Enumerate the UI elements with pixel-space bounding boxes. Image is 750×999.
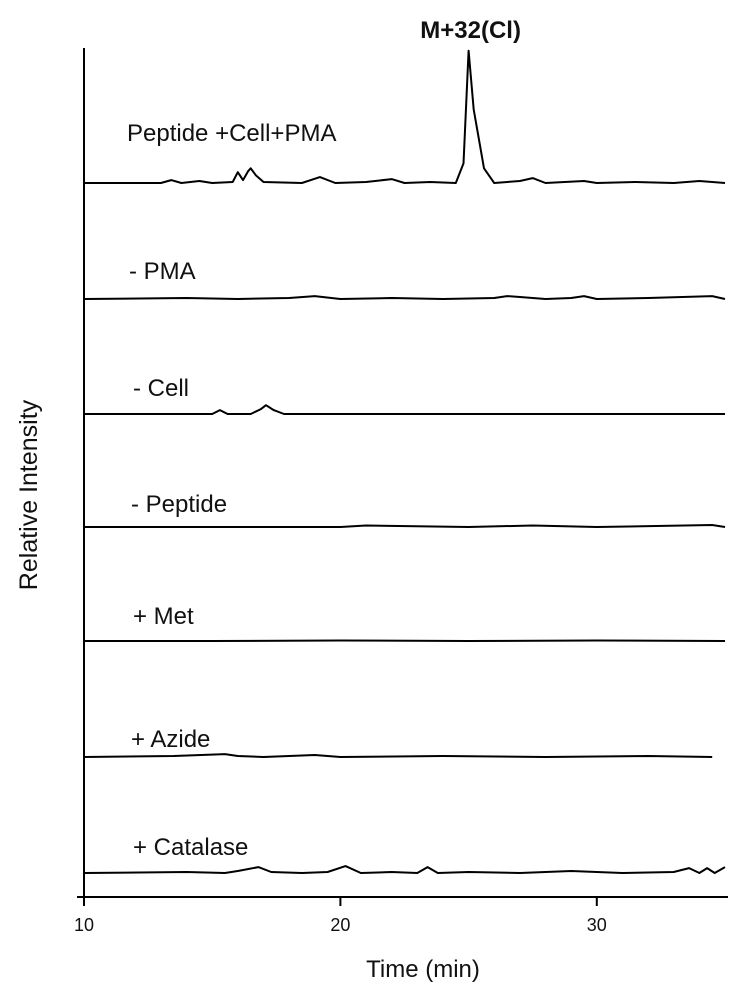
trace-label: - Cell <box>133 375 189 402</box>
trace-line <box>84 524 726 528</box>
peak-annotation: M+32(Cl) <box>420 17 521 44</box>
x-axis-ticks: 10 20 30 <box>74 897 607 935</box>
trace-line <box>84 49 726 184</box>
trace-label: + Met <box>133 603 194 630</box>
trace-line <box>84 639 726 642</box>
x-axis-title: Time (min) <box>366 956 480 983</box>
trace-lines <box>83 49 726 874</box>
trace-line <box>84 404 725 415</box>
annotations: M+32(Cl) <box>420 17 521 44</box>
trace-label: + Catalase <box>133 834 248 861</box>
trace-label: + Azide <box>131 726 210 753</box>
trace-line <box>83 865 726 874</box>
x-tick-label: 10 <box>74 915 94 935</box>
x-tick-label: 30 <box>587 915 607 935</box>
trace-label: Peptide +Cell+PMA <box>127 120 336 147</box>
trace-label: - PMA <box>129 258 196 285</box>
trace-labels: Peptide +Cell+PMA - PMA - Cell - Peptide + M… <box>127 120 336 861</box>
trace-line <box>83 753 713 758</box>
y-axis-title: Relative Intensity <box>15 399 43 590</box>
trace-label: - Peptide <box>131 491 227 518</box>
trace-line <box>83 295 726 300</box>
x-tick-label: 20 <box>330 915 350 935</box>
